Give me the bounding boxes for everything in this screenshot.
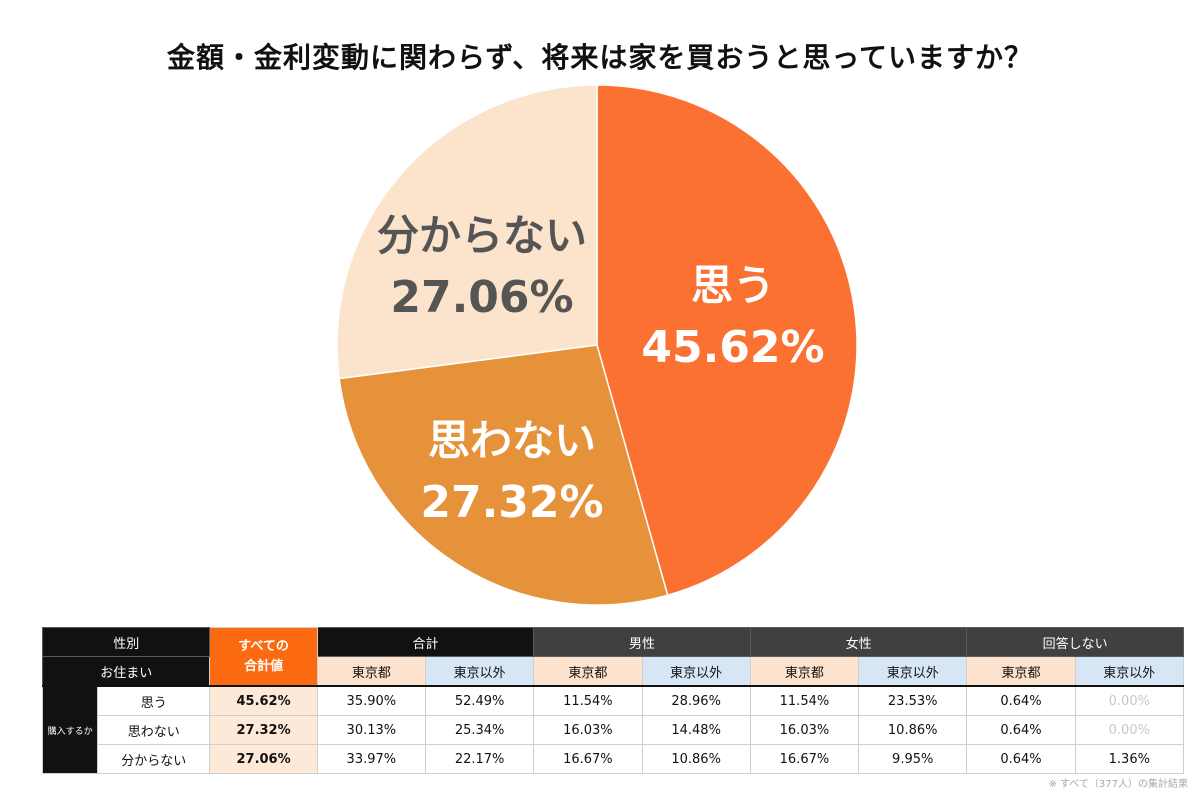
value-cell: 10.86% <box>858 715 968 745</box>
subcol-header: 東京以外 <box>1074 656 1185 687</box>
group-header-no-answer: 回答しない <box>966 627 1184 657</box>
row-group-header: 購入するか <box>41 685 99 774</box>
group-header-male: 男性 <box>533 627 751 657</box>
footnote: ※ すべて（377人）の集計結果 <box>1048 779 1188 790</box>
value-cell: 28.96% <box>641 685 751 716</box>
value-cell: 30.13% <box>316 715 426 745</box>
slice-label: 分からない <box>377 211 587 260</box>
total-cell: 45.62% <box>209 685 318 716</box>
value-cell: 0.64% <box>966 744 1076 774</box>
value-cell: 16.03% <box>533 715 643 745</box>
header-row-residence: お住まい 東京都 東京以外 東京都 東京以外 東京都 東京以外 東京都 東京以外 <box>41 656 1185 687</box>
total-cell: 27.06% <box>209 744 318 774</box>
group-header-female: 女性 <box>749 627 968 657</box>
value-cell: 16.67% <box>749 744 860 774</box>
gender-header: 性別 <box>41 627 211 657</box>
subcol-header: 東京都 <box>966 656 1076 687</box>
value-cell: 11.54% <box>533 685 643 716</box>
header-row-gender: 性別 すべての 合計値 合計 男性 女性 回答しない <box>41 627 1184 687</box>
pie-slice <box>596 84 858 597</box>
slice-value-label: 45.62% <box>641 322 824 373</box>
subcol-header: 東京都 <box>749 656 860 687</box>
value-cell: 35.90% <box>316 685 426 716</box>
subcol-header: 東京以外 <box>641 656 751 687</box>
slice-value-label: 27.32% <box>420 477 603 528</box>
pie-slice <box>338 344 669 606</box>
subcol-header: 東京以外 <box>424 656 535 687</box>
pie-chart: 思う 45.62% 思わない 27.32% 分からない 27.06% <box>336 84 858 606</box>
slice-value-label: 27.06% <box>390 272 573 323</box>
value-cell: 9.95% <box>858 744 968 774</box>
chart-title: 金額・金利変動に関わらず、将来は家を買おうと思っていますか？ <box>166 41 1034 74</box>
value-cell: 16.03% <box>749 715 860 745</box>
value-cell: 14.48% <box>641 715 751 745</box>
row-label: 思う <box>97 685 211 716</box>
subcol-header: 東京以外 <box>858 656 968 687</box>
subcol-header: 東京都 <box>316 656 426 687</box>
value-cell: 22.17% <box>424 744 535 774</box>
value-cell: 16.67% <box>533 744 643 774</box>
subcol-header: 東京都 <box>533 656 643 687</box>
table-row: 思わない 27.32% 30.13% 25.34% 16.03% 14.48% … <box>43 715 1185 745</box>
total-all-header: すべての 合計値 <box>209 627 318 687</box>
pie-slice <box>336 84 598 380</box>
value-cell: 25.34% <box>424 715 535 745</box>
value-cell: 33.97% <box>316 744 426 774</box>
value-cell: 52.49% <box>424 685 535 716</box>
value-cell: 1.36% <box>1074 744 1185 774</box>
slice-label: 思う <box>691 261 775 310</box>
value-cell: 23.53% <box>858 685 968 716</box>
table-row: 購入するか 思う 45.62% 35.90% 52.49% 11.54% 28.… <box>41 685 1185 774</box>
value-cell: 10.86% <box>641 744 751 774</box>
value-cell: 0.64% <box>966 715 1076 745</box>
value-cell: 0.00% <box>1074 685 1185 716</box>
group-header-total: 合計 <box>316 627 535 657</box>
row-label: 思わない <box>97 715 211 745</box>
total-cell: 27.32% <box>209 715 318 745</box>
row-label: 分からない <box>97 744 211 774</box>
table-row: 分からない 27.06% 33.97% 22.17% 16.67% 10.86%… <box>43 744 1185 774</box>
slice-label: 思わない <box>428 416 596 465</box>
value-cell: 0.64% <box>966 685 1076 716</box>
value-cell: 0.00% <box>1074 715 1185 745</box>
residence-header: お住まい <box>41 656 211 687</box>
value-cell: 11.54% <box>749 685 860 716</box>
data-table: 性別 すべての 合計値 合計 男性 女性 回答しない お住まい 東京都 東京以外… <box>41 627 1185 774</box>
